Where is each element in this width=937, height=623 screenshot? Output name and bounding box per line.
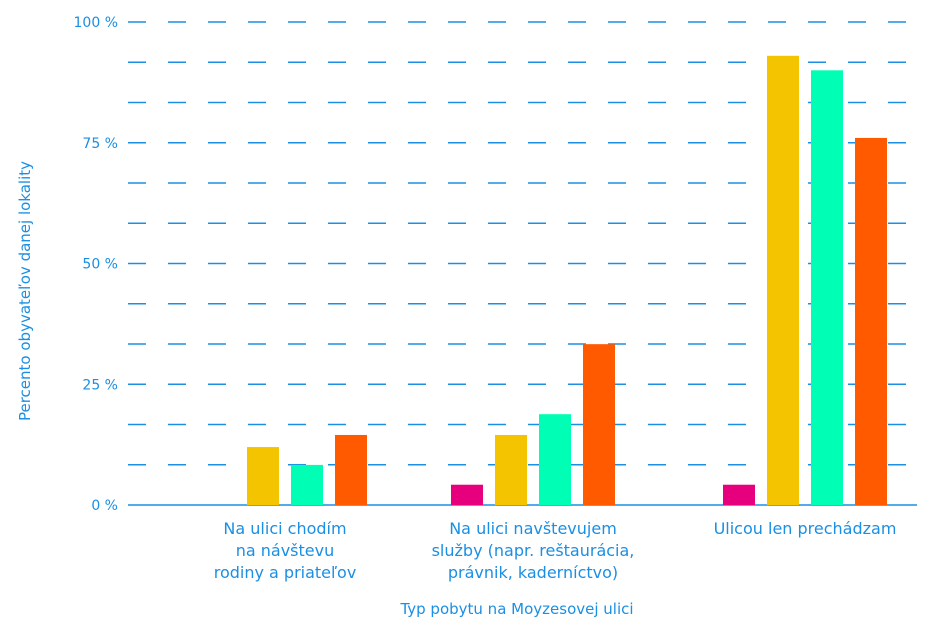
bar [335, 434, 367, 505]
bar [767, 55, 799, 506]
y-tick-label: 25 % [82, 377, 118, 393]
category-label-line: na návštevu [236, 541, 335, 560]
bar [247, 447, 279, 505]
category-label-line: rodiny a priateľov [214, 563, 357, 582]
bar [855, 137, 887, 506]
category-label-line: Ulicou len prechádzam [714, 519, 897, 538]
category-label-line: Na ulici chodím [223, 519, 346, 538]
bar [451, 484, 483, 505]
bar [723, 484, 755, 505]
y-tick-label: 0 % [91, 498, 118, 514]
bar [539, 414, 571, 505]
bars [247, 55, 887, 506]
category-label: Na ulici navštevujem služby (napr. reštau… [432, 519, 635, 582]
bar [583, 344, 615, 505]
x-axis-title: Typ pobytu na Moyzesovej ulici [399, 600, 633, 618]
category-label: Na ulici chodím na návštevu rodiny a priat… [214, 519, 357, 582]
y-axis-ticks: 0 % 25 % 50 % 75 % 100 % [74, 15, 118, 514]
category-label-line: Na ulici navštevujem [449, 519, 617, 538]
y-tick-label: 50 % [82, 257, 118, 273]
y-axis-title: Percento obyvateľov danej lokality [16, 161, 34, 421]
bar [495, 434, 527, 505]
y-tick-label: 75 % [82, 136, 118, 152]
category-label: Ulicou len prechádzam [714, 519, 897, 538]
bar [291, 464, 323, 505]
category-label-line: služby (napr. reštaurácia, [432, 541, 635, 560]
category-label-line: právnik, kaderníctvo) [448, 563, 618, 582]
bar [811, 70, 843, 506]
y-tick-label: 100 % [74, 15, 118, 31]
x-axis-categories: Na ulici chodím na návštevu rodiny a priat… [214, 519, 897, 582]
